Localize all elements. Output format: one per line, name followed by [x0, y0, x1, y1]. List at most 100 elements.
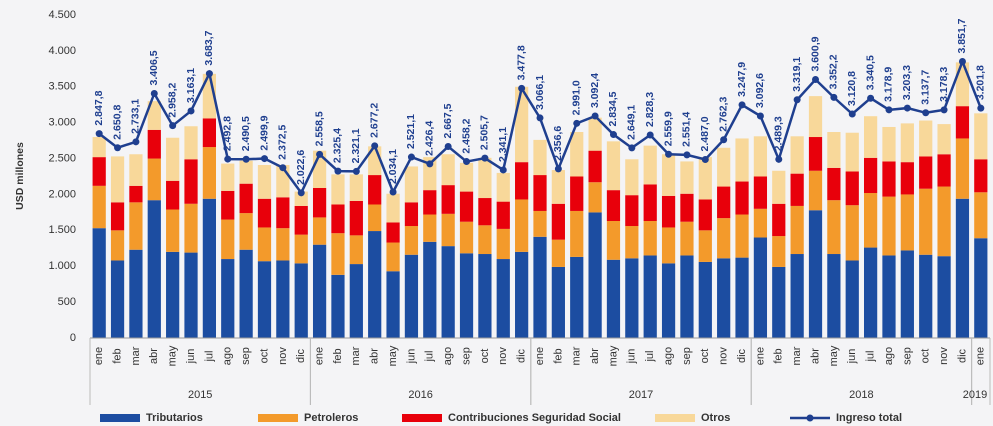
x-tick-label: sep [681, 347, 693, 365]
total-point [977, 104, 985, 112]
bar-segment [221, 219, 235, 260]
bar-segment [661, 227, 676, 264]
x-tick-label: abr [589, 348, 601, 364]
total-point [738, 101, 746, 109]
x-tick-label: ago [883, 347, 895, 365]
x-tick-label: abr [809, 348, 821, 364]
data-label: 3.683,7 [203, 30, 215, 65]
bar-segment [643, 255, 657, 338]
legend-label: Ingreso total [836, 412, 902, 424]
legend-swatch [402, 414, 442, 422]
x-tick-label: mar [350, 346, 362, 365]
bar-segment [92, 228, 106, 338]
data-label: 3.340,5 [864, 55, 876, 90]
x-tick-label: jul [203, 350, 215, 362]
bar-segment [239, 160, 253, 184]
bar-segment [404, 166, 419, 203]
bar-segment [496, 259, 510, 338]
bar-segment [606, 141, 621, 191]
data-label: 2.458,2 [460, 118, 472, 153]
total-point [793, 96, 801, 104]
bar-segment [882, 196, 896, 256]
bar-segment [349, 174, 363, 201]
total-point [885, 106, 893, 114]
x-tick-label: ene [313, 347, 325, 365]
data-label: 2.551,4 [681, 112, 693, 147]
total-point [830, 93, 838, 101]
x-tick-label: sep [460, 347, 472, 365]
bar-segment [625, 226, 639, 259]
x-tick-label: feb [332, 348, 344, 363]
x-tick-label: ago [662, 347, 674, 365]
bar-segment [606, 259, 621, 338]
bar-segment [221, 163, 235, 191]
data-label: 3.406,5 [148, 50, 160, 85]
bar-segment [606, 221, 621, 260]
y-tick-label: 1.000 [48, 260, 76, 272]
data-label: 2.022,6 [295, 150, 307, 185]
bar-segment [919, 156, 933, 189]
data-label: 2.325,4 [332, 128, 344, 163]
bar-segment [570, 210, 584, 257]
data-label: 2.505,7 [479, 115, 491, 150]
total-point [720, 136, 728, 144]
bar-segment [588, 182, 602, 213]
x-tick-label: oct [258, 349, 270, 364]
bar-segment [643, 184, 657, 222]
data-label: 3.203,3 [901, 65, 913, 100]
bar-segment [753, 237, 768, 338]
bar-segment [459, 191, 474, 222]
total-point [591, 112, 599, 120]
data-label: 2.426,4 [424, 121, 436, 156]
bar-segment [478, 254, 492, 338]
y-tick-label: 4.000 [48, 45, 76, 57]
bar-segment [349, 235, 363, 265]
data-label: 3.163,1 [185, 68, 197, 103]
total-point [756, 112, 764, 120]
bar-segment [368, 175, 382, 205]
bar-segment [221, 190, 235, 220]
total-point [628, 144, 636, 152]
bar-segment [790, 254, 804, 338]
bar-segment [845, 205, 859, 261]
total-point [683, 151, 691, 159]
data-label: 3.092,4 [589, 73, 601, 108]
total-point [132, 138, 140, 146]
legend-marker [806, 414, 814, 422]
total-point [444, 143, 452, 151]
bar-segment [404, 202, 419, 227]
bar-segment [331, 204, 345, 234]
bar-segment [937, 256, 951, 338]
total-point [279, 164, 287, 172]
x-tick-label: jul [644, 350, 656, 362]
y-tick-label: 1.500 [48, 224, 76, 236]
bar-segment [92, 137, 106, 158]
x-tick-label: nov [718, 347, 730, 365]
x-tick-label: sep [901, 347, 913, 365]
data-label: 2.521,1 [405, 114, 417, 149]
data-label: 3.477,8 [515, 45, 527, 80]
legend-swatch [100, 414, 140, 422]
bar-segment [717, 186, 731, 219]
bar-segment [900, 194, 914, 251]
data-label: 2.341,1 [497, 127, 509, 162]
bar-segment [974, 238, 988, 338]
y-tick-label: 500 [58, 296, 76, 308]
bar-segment [276, 228, 290, 261]
x-tick-label: mar [571, 346, 583, 365]
data-label: 3.120,8 [846, 71, 858, 106]
bar-segment [698, 261, 712, 338]
bar-segment [735, 138, 749, 182]
bar-segment [129, 249, 143, 338]
bar-segment [772, 170, 786, 204]
total-point [903, 104, 911, 112]
x-tick-label: ene [754, 347, 766, 365]
x-tick-label: jun [405, 349, 417, 365]
total-point [609, 131, 617, 139]
x-tick-label: may [828, 345, 840, 366]
data-label: 2.834,5 [607, 91, 619, 126]
bar-segment [974, 192, 988, 239]
bar-segment [129, 202, 143, 250]
bar-segment [588, 212, 602, 338]
bar-segment [110, 260, 125, 338]
